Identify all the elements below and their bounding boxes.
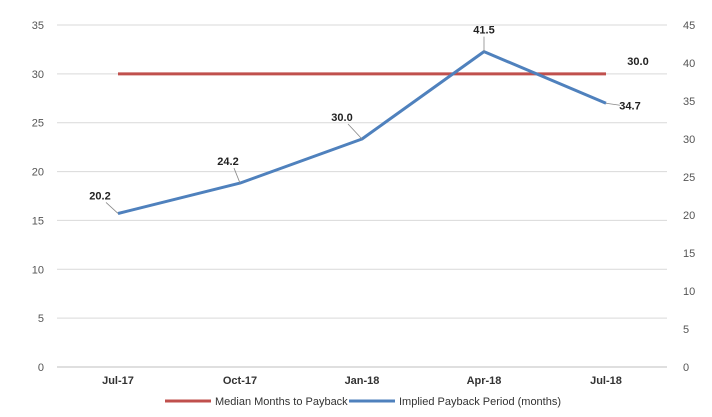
left-y-axis: 0 5 10 15 20 25 30 35 xyxy=(32,20,44,374)
label-leader xyxy=(233,167,241,184)
x-tick-label: Jan-18 xyxy=(345,375,380,387)
x-tick-label: Jul-17 xyxy=(102,375,134,387)
series-line-2 xyxy=(117,50,607,215)
left-tick-label: 0 xyxy=(38,362,44,374)
legend: Median Months to Payback Implied Payback … xyxy=(165,396,561,408)
x-tick-label: Jul-18 xyxy=(590,375,622,387)
left-tick-label: 5 xyxy=(38,313,44,325)
left-tick-label: 30 xyxy=(32,69,44,81)
label-leader xyxy=(605,102,621,106)
right-tick-label: 15 xyxy=(683,248,695,260)
right-tick-label: 30 xyxy=(683,134,695,146)
data-label: 30.0 xyxy=(331,112,352,124)
right-tick-label: 20 xyxy=(683,210,695,222)
x-tick-label: Oct-17 xyxy=(223,375,257,387)
data-label: 41.5 xyxy=(473,25,494,37)
data-label: 20.2 xyxy=(89,190,110,202)
right-y-axis: 0 5 10 15 20 25 30 35 40 45 xyxy=(683,20,695,374)
left-tick-label: 10 xyxy=(32,264,44,276)
series-lines xyxy=(117,50,607,215)
right-tick-label: 0 xyxy=(683,362,689,374)
right-tick-label: 5 xyxy=(683,324,689,336)
right-tick-label: 35 xyxy=(683,96,695,108)
data-label: 24.2 xyxy=(217,156,238,168)
right-tick-label: 25 xyxy=(683,172,695,184)
gridlines xyxy=(57,24,667,368)
x-tick-label: Apr-18 xyxy=(467,375,502,387)
right-tick-label: 10 xyxy=(683,286,695,298)
left-tick-label: 35 xyxy=(32,20,44,32)
label-leader xyxy=(347,123,363,140)
right-tick-label: 40 xyxy=(683,58,695,70)
x-axis: Jul-17 Oct-17 Jan-18 Apr-18 Jul-18 xyxy=(57,366,667,387)
left-tick-label: 20 xyxy=(32,167,44,179)
right-tick-label: 45 xyxy=(683,20,695,32)
data-label: 34.7 xyxy=(619,100,640,112)
label-leader xyxy=(105,202,119,214)
legend-label: Median Months to Payback xyxy=(215,396,348,408)
legend-label: Implied Payback Period (months) xyxy=(399,396,561,408)
data-label: 30.0 xyxy=(627,56,648,68)
left-tick-label: 25 xyxy=(32,118,44,130)
left-tick-label: 15 xyxy=(32,215,44,227)
data-labels: 30.0 20.2 24.2 30.0 41.5 34.7 xyxy=(89,25,649,214)
